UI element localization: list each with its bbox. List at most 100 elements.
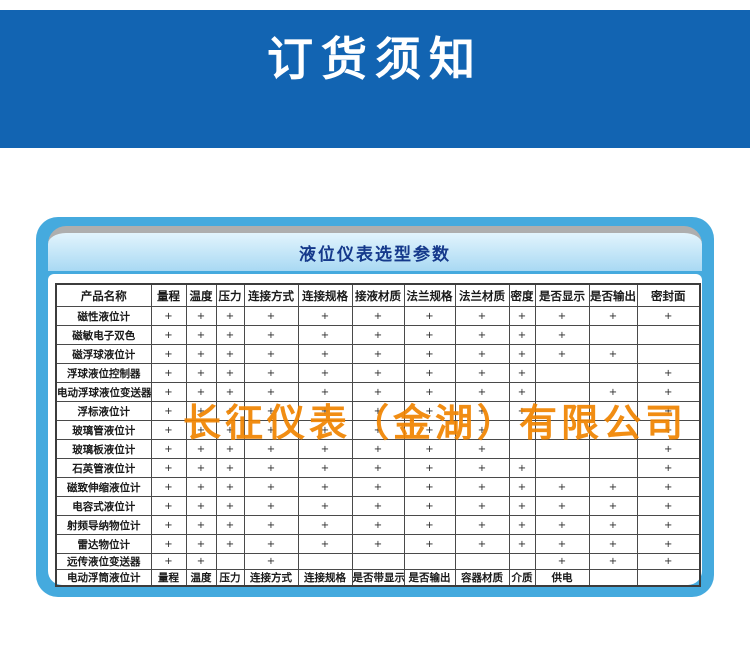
product-name-cell: 玻璃板液位计 [55, 439, 152, 459]
spec-cell: + [454, 515, 510, 535]
spec-cell [454, 553, 510, 570]
spec-cell: + [185, 420, 217, 440]
spec-cell: + [403, 439, 456, 459]
banner-title: 订货须知 [267, 32, 483, 86]
spec-cell [508, 439, 536, 459]
spec-cell: + [588, 496, 638, 516]
spec-cell: + [636, 306, 701, 326]
spec-cell: + [534, 534, 590, 554]
spec-cell: + [215, 458, 245, 478]
spec-cell: + [215, 401, 245, 421]
spec-cell: + [403, 325, 456, 345]
spec-cell: + [403, 344, 456, 364]
spec-cell: + [534, 515, 590, 535]
spec-cell: + [185, 363, 217, 383]
spec-cell: + [185, 515, 217, 535]
spec-cell [534, 382, 590, 402]
spec-cell: + [351, 382, 405, 402]
spec-cell: + [403, 477, 456, 497]
table-row: 雷达物位计 + + + + + + + + + + + + [55, 534, 701, 554]
spec-cell: + [150, 534, 187, 554]
spec-cell: + [403, 306, 456, 326]
spec-cell: + [454, 458, 510, 478]
spec-cell: + [588, 382, 638, 402]
card-title: 液位仪表选型参数 [299, 244, 451, 265]
spec-cell: + [351, 420, 405, 440]
spec-cell: + [588, 306, 638, 326]
table-row: 射频导纳物位计 + + + + + + + + + + + + [55, 515, 701, 535]
spec-cell: + [636, 382, 701, 402]
spec-cell [588, 401, 638, 421]
spec-cell: + [351, 515, 405, 535]
spec-cell: + [403, 420, 456, 440]
spec-cell: + [150, 515, 187, 535]
spec-cell: + [150, 420, 187, 440]
spec-cell: + [150, 477, 187, 497]
spec-cell: + [150, 382, 187, 402]
spec-cell: + [534, 325, 590, 345]
spec-cell: + [588, 553, 638, 570]
spec-cell: + [508, 344, 536, 364]
spec-cell: + [297, 420, 353, 440]
spec-cell: + [185, 344, 217, 364]
spec-cell: + [243, 382, 299, 402]
spec-cell: + [215, 363, 245, 383]
product-name-header: 产品名称 [55, 283, 152, 307]
spec-cell: + [454, 363, 510, 383]
spec-cell: + [454, 496, 510, 516]
spec-cell: + [297, 306, 353, 326]
spec-cell: + [588, 534, 638, 554]
spec-cell: + [588, 515, 638, 535]
table-row: 磁性液位计 + + + + + + + + + + + + [55, 306, 701, 326]
spec-cell: + [351, 401, 405, 421]
spec-cell: + [508, 363, 536, 383]
spec-cell: + [185, 306, 217, 326]
spec-cell: + [185, 553, 217, 570]
order-notice-banner: 订货须知 [0, 10, 750, 148]
product-name-cell: 远传液位变送器 [55, 553, 152, 570]
spec-cell [636, 569, 701, 587]
spec-cell: + [243, 363, 299, 383]
spec-cell: + [150, 325, 187, 345]
spec-cell [588, 458, 638, 478]
product-name-cell: 电动浮筒液位计 [55, 569, 152, 587]
spec-cell: + [297, 382, 353, 402]
spec-cell: + [454, 344, 510, 364]
spec-cell: + [454, 401, 510, 421]
column-header: 法兰规格 [403, 283, 456, 307]
spec-cell: + [508, 382, 536, 402]
spec-cell: + [215, 439, 245, 459]
spec-cell: + [454, 325, 510, 345]
table-row: 远传液位变送器 + + + + + + [55, 553, 701, 570]
spec-cell: + [185, 439, 217, 459]
spec-cell: + [534, 306, 590, 326]
spec-cell: + [403, 363, 456, 383]
column-header: 接液材质 [351, 283, 405, 307]
spec-cell: + [297, 496, 353, 516]
spec-cell: + [150, 439, 187, 459]
table-row: 玻璃板液位计 + + + + + + + + + [55, 439, 701, 459]
spec-cell: + [351, 363, 405, 383]
spec-cell: + [351, 306, 405, 326]
spec-cell [508, 420, 536, 440]
spec-cell: + [297, 344, 353, 364]
spec-cell: + [508, 306, 536, 326]
spec-cell: + [508, 401, 536, 421]
spec-cell: + [215, 344, 245, 364]
spec-cell: + [243, 458, 299, 478]
spec-cell: + [636, 477, 701, 497]
spec-cell [403, 553, 456, 570]
spec-cell: + [454, 439, 510, 459]
column-header: 是否输出 [588, 283, 638, 307]
table-row: 磁敏电子双色 + + + + + + + + + + [55, 325, 701, 345]
spec-cell: + [636, 553, 701, 570]
spec-cell: + [297, 401, 353, 421]
table-row: 浮标液位计 + + + + + + + + + + [55, 401, 701, 421]
spec-cell: + [297, 363, 353, 383]
spec-cell: 介质 [508, 569, 536, 587]
spec-cell: + [185, 496, 217, 516]
selection-parameter-table: 产品名称 量程 温度 压力 连接方式 连接规格 接液材质 法兰规格 法兰材质 密度 是否显示 是否输出… [55, 283, 701, 587]
spec-cell: 是否带显示 [351, 569, 405, 587]
spec-cell [297, 553, 353, 570]
spec-cell: 连接方式 [243, 569, 299, 587]
